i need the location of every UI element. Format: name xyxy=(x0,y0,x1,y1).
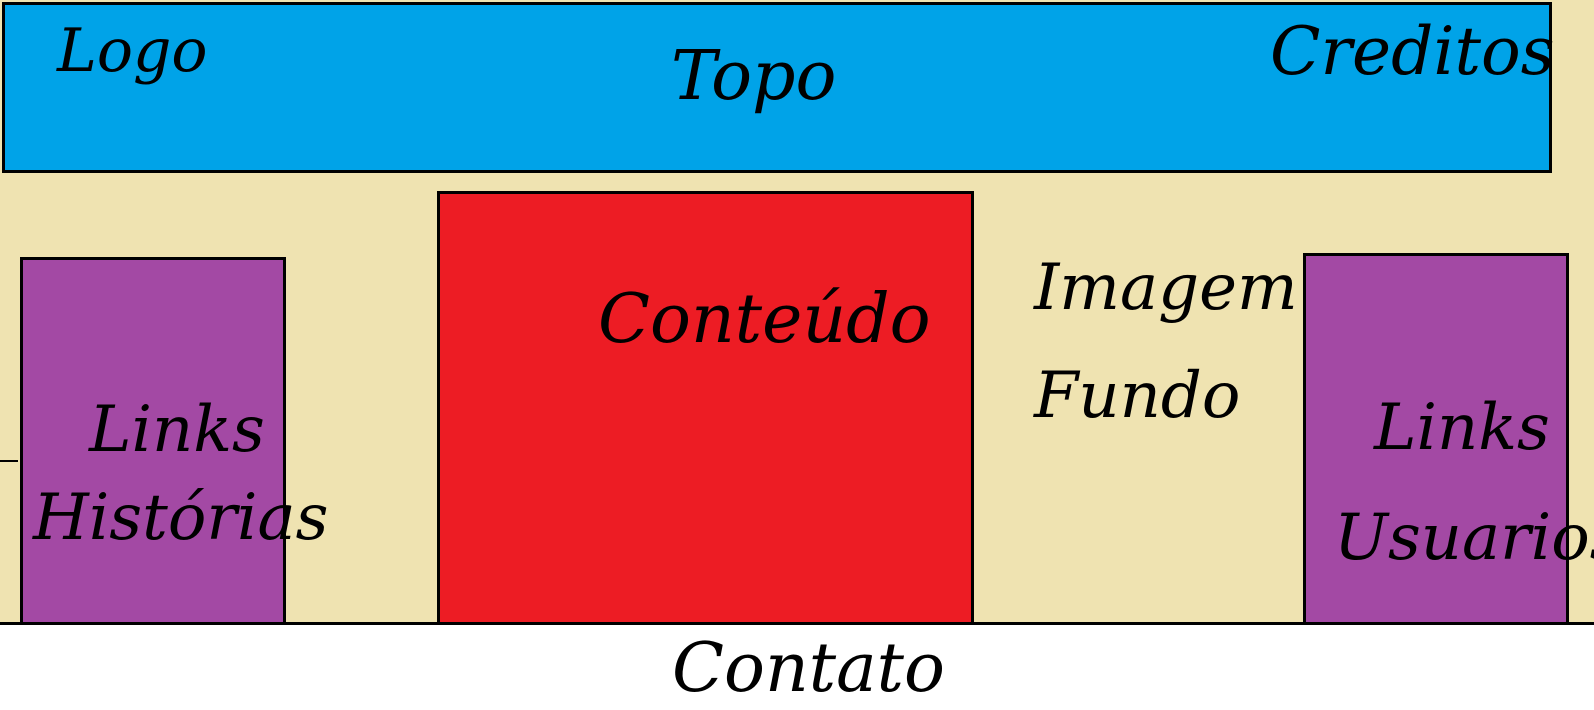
conteudo-label: Conteúdo xyxy=(598,280,931,359)
creditos-label: Creditos xyxy=(1270,13,1555,90)
right-sidebar-label-line2: Usuarios xyxy=(1334,501,1594,575)
background-image-label-line2: Fundo xyxy=(1034,359,1241,433)
logo-label: Logo xyxy=(57,16,208,86)
right-sidebar-label-line1: Links xyxy=(1374,391,1550,465)
left-edge-tick xyxy=(0,460,18,462)
main-content-conteudo: Conteúdo xyxy=(437,191,974,631)
header-topo: Logo Topo Creditos xyxy=(2,2,1555,173)
left-sidebar-links-historias: Links Histórias xyxy=(20,257,328,632)
contato-label: Contato xyxy=(672,629,945,708)
left-sidebar-label-line2: Histórias xyxy=(33,481,329,555)
left-sidebar-label-line1: Links xyxy=(89,393,265,467)
right-sidebar-links-usuarios: Links Usuarios xyxy=(1303,253,1594,633)
topo-label: Topo xyxy=(671,37,837,116)
footer-contato: Contato xyxy=(0,622,1594,710)
